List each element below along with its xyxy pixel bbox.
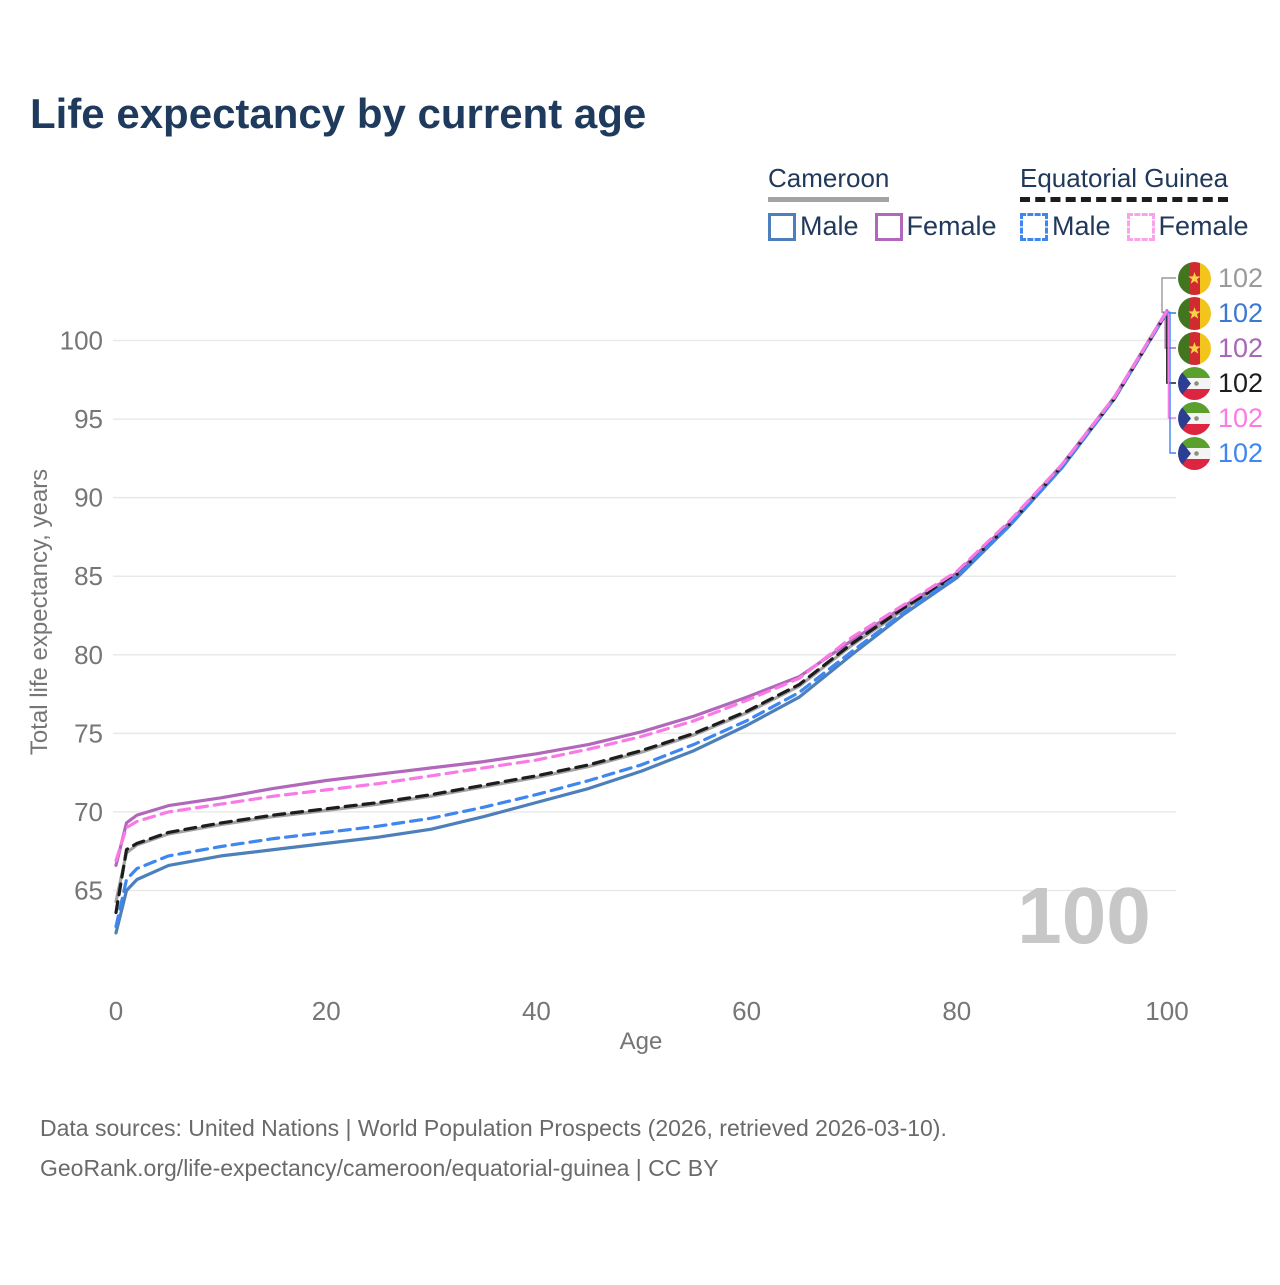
y-tick-label: 90 [74, 483, 103, 513]
age-counter-watermark: 100 [1017, 871, 1150, 960]
end-label-value: 102 [1218, 367, 1264, 398]
footer: Data sources: United Nations | World Pop… [40, 1108, 947, 1188]
y-tick-label: 100 [60, 326, 103, 356]
cameroon-flag-icon [1178, 261, 1211, 295]
x-tick-label: 40 [522, 996, 551, 1026]
footer-data-sources: Data sources: United Nations | World Pop… [40, 1115, 947, 1141]
legend-key-cameroon-male[interactable] [768, 212, 796, 241]
legend-label-equatorial-guinea-male: Male [1052, 211, 1111, 241]
cameroon-flag-icon [1178, 296, 1211, 330]
series-line-eqguinea-male[interactable] [114, 310, 1169, 929]
series-line-eqguinea-total[interactable] [114, 310, 1169, 915]
equatorial-guinea-flag-icon [1178, 401, 1211, 435]
series-line-cameroon-total[interactable] [114, 310, 1169, 904]
x-tick-label: 100 [1145, 996, 1188, 1026]
cameroon-flag-icon [1178, 331, 1211, 365]
legend-header-cameroon[interactable]: Cameroon [768, 163, 890, 202]
equatorial-guinea-flag-icon [1178, 366, 1211, 400]
legend-key-equatorial-guinea-male[interactable] [1020, 212, 1048, 241]
legend-key-equatorial-guinea-female[interactable] [1126, 212, 1155, 241]
equatorial-guinea-flag-icon [1178, 436, 1211, 470]
end-label-value: 102 [1218, 262, 1264, 293]
end-label-value: 102 [1218, 332, 1264, 363]
series-end-label: 102 [1178, 436, 1263, 471]
series-end-label: 102 [1178, 401, 1263, 436]
page-title: Life expectancy by current age [30, 90, 647, 137]
legend-group-equatorial-guinea: Equatorial Guinea Male Female [1020, 163, 1265, 242]
legend-group-cameroon: Cameroon Male Female [768, 163, 1013, 242]
end-label-connector [1161, 277, 1176, 313]
y-tick-label: 85 [74, 561, 103, 591]
footer-attribution: GeoRank.org/life-expectancy/cameroon/equ… [40, 1155, 719, 1181]
y-tick-label: 70 [74, 797, 103, 827]
x-tick-label: 20 [312, 996, 341, 1026]
series-end-label: 102 [1178, 296, 1263, 331]
series-end-labels: 102 102 102 [1178, 0, 1278, 500]
end-label-value: 102 [1218, 297, 1264, 328]
x-tick-label: 0 [109, 996, 123, 1026]
legend-header-equatorial-guinea[interactable]: Equatorial Guinea [1020, 163, 1229, 202]
series-end-label: 102 [1178, 331, 1263, 366]
series-end-label: 102 [1178, 261, 1263, 296]
series-line-cameroon-female[interactable] [114, 309, 1169, 868]
end-label-value: 102 [1218, 437, 1264, 468]
end-label-value: 102 [1218, 402, 1264, 433]
x-tick-label: 60 [732, 996, 761, 1026]
x-axis-title: Age [620, 1028, 663, 1055]
y-tick-label: 95 [74, 404, 103, 434]
x-tick-label: 80 [942, 996, 971, 1026]
series-line-eqguinea-female[interactable] [114, 309, 1169, 863]
y-axis-title: Total life expectancy, years [26, 469, 53, 755]
y-tick-label: 80 [74, 640, 103, 670]
end-label-connector [1167, 311, 1176, 419]
legend-label-cameroon-female: Female [906, 211, 997, 241]
y-tick-label: 75 [74, 718, 103, 748]
series-end-label: 102 [1178, 366, 1263, 401]
legend-key-cameroon-female[interactable] [874, 212, 903, 241]
legend-label-equatorial-guinea-female: Female [1158, 211, 1249, 241]
legend-label-cameroon-male: Male [800, 211, 859, 241]
y-tick-label: 65 [74, 876, 103, 906]
